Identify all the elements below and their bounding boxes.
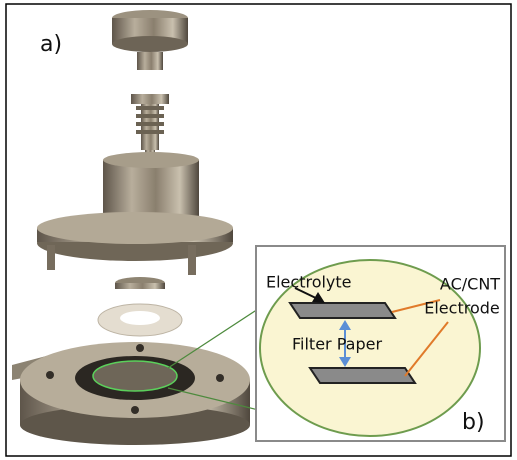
electrode-top bbox=[290, 303, 395, 318]
figure: a) Electrolyte AC/CNT Electrode Filter P… bbox=[0, 0, 517, 460]
label-electrode: Electrode bbox=[424, 299, 499, 318]
panel-label-a: a) bbox=[40, 32, 62, 57]
electrode-bottom bbox=[310, 368, 415, 383]
label-filter-paper: Filter Paper bbox=[292, 335, 382, 354]
label-electrolyte: Electrolyte bbox=[266, 273, 352, 292]
page: a) Electrolyte AC/CNT Electrode Filter P… bbox=[0, 0, 517, 460]
panel-label-b: b) bbox=[462, 410, 485, 435]
label-electrode: AC/CNT bbox=[440, 275, 500, 294]
